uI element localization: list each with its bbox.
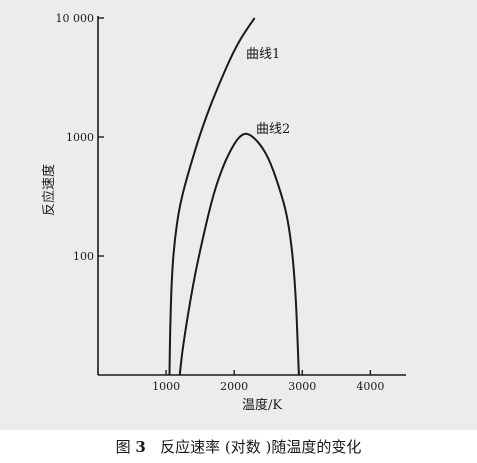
caption-text: 反应速率 (对数 )随温度的变化 <box>160 438 362 456</box>
y-tick-label: 100 <box>73 250 94 263</box>
curves <box>168 17 300 376</box>
x-tick-label: 1000 <box>152 380 180 393</box>
caption-figure-label: 图 <box>115 438 131 456</box>
series-line-1 <box>168 17 256 376</box>
series-label-curve2: 曲线2 <box>256 122 290 137</box>
labels: 曲线1 曲线2 温度/K 反应速度 <box>41 47 290 413</box>
x-tick-label: 3000 <box>288 380 316 393</box>
figure-background <box>0 0 477 430</box>
y-axis-label: 反应速度 <box>41 164 57 216</box>
x-tick-label: 2000 <box>220 380 248 393</box>
figure-caption: 图 3 反应速率 (对数 )随温度的变化 <box>0 436 477 457</box>
ticks: 100 1000 10 000 1000 2000 3000 4000 <box>56 12 385 393</box>
caption-figure-number: 3 <box>135 438 146 456</box>
series-line-2 <box>178 132 300 376</box>
axes <box>97 16 406 376</box>
reaction-rate-chart: 100 1000 10 000 1000 2000 3000 4000 曲线1 曲线2 温度/K… <box>41 12 406 413</box>
y-tick-label: 10 000 <box>56 12 95 25</box>
series-label-curve1: 曲线1 <box>246 47 280 62</box>
y-tick-label: 1000 <box>66 131 94 144</box>
x-tick-label: 4000 <box>356 380 384 393</box>
x-axis-label: 温度/K <box>242 397 282 413</box>
